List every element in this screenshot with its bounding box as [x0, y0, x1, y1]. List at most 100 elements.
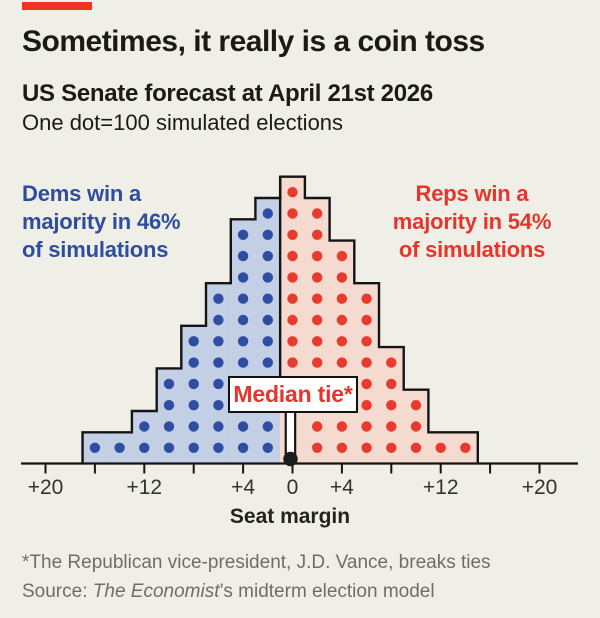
dem-simulation-dot: [188, 421, 199, 432]
rep-simulation-dot: [336, 250, 348, 262]
rep-simulation-dot: [361, 400, 372, 411]
dem-simulation-dot: [213, 378, 224, 390]
dem-simulation-dot: [262, 293, 273, 304]
dem-simulation-dot: [237, 421, 249, 432]
rep-simulation-dot: [336, 421, 348, 432]
rep-column-fill: [304, 198, 330, 463]
rep-simulation-dot: [287, 272, 298, 283]
dem-simulation-dot: [237, 272, 249, 283]
dem-simulation-dot: [213, 293, 224, 304]
dem-simulation-dot: [163, 378, 175, 390]
axis-tick-label: +20: [522, 476, 558, 499]
rep-simulation-dot: [386, 442, 397, 453]
dem-simulation-dot: [188, 378, 199, 390]
dem-simulation-dot: [188, 400, 199, 411]
axis-tick-label: +4: [330, 476, 354, 499]
reps-annotation: Reps win a majority in 54% of simulation…: [372, 180, 572, 264]
dem-simulation-dot: [262, 208, 273, 219]
rep-simulation-dot: [386, 400, 397, 411]
dem-simulation-dot: [163, 421, 175, 432]
source-line: Source: The Economist’s midterm election…: [22, 581, 582, 603]
rep-simulation-dot: [336, 442, 348, 453]
rep-simulation-dot: [312, 293, 323, 304]
dem-simulation-dot: [237, 442, 249, 453]
rep-simulation-dot: [336, 293, 348, 304]
rep-column-fill: [354, 283, 379, 463]
rep-simulation-dot: [312, 229, 323, 240]
reps-annotation-line: majority in 54%: [392, 209, 552, 234]
dem-simulation-dot: [163, 442, 175, 453]
dem-simulation-dot: [262, 421, 273, 432]
dem-simulation-dot: [262, 314, 273, 326]
dem-simulation-dot: [262, 229, 273, 240]
dem-simulation-dot: [262, 250, 273, 262]
dem-simulation-dot: [237, 250, 249, 262]
dem-simulation-dot: [139, 442, 150, 453]
rep-simulation-dot: [361, 336, 372, 347]
economist-red-tab: [22, 2, 92, 10]
rep-simulation-dot: [287, 250, 298, 262]
dem-simulation-dot: [213, 314, 224, 326]
rep-simulation-dot: [312, 442, 323, 453]
dem-simulation-dot: [213, 442, 224, 453]
rep-simulation-dot: [410, 400, 422, 411]
rep-simulation-dot: [312, 208, 323, 219]
footnote: *The Republican vice-president, J.D. Van…: [22, 552, 491, 573]
dem-column-fill: [131, 411, 157, 463]
dems-annotation-line: Dems win a: [22, 181, 142, 206]
rep-simulation-dot: [312, 272, 323, 283]
chart-subtitle: US Senate forecast at April 21st 2026: [22, 80, 433, 107]
rep-simulation-dot: [361, 421, 372, 432]
dem-simulation-dot: [163, 400, 175, 411]
source-suffix: ’s midterm election model: [219, 581, 435, 602]
dems-annotation: Dems win a majority in 46% of simulation…: [22, 180, 222, 264]
rep-simulation-dot: [336, 336, 348, 347]
rep-simulation-dot: [287, 187, 298, 198]
dem-column-fill: [181, 325, 207, 463]
dem-simulation-dot: [262, 272, 273, 283]
rep-simulation-dot: [312, 357, 323, 368]
dem-simulation-dot: [213, 421, 224, 432]
dem-simulation-dot: [188, 357, 199, 368]
dem-simulation-dot: [262, 357, 273, 368]
source-publication: The Economist: [92, 581, 220, 602]
rep-simulation-dot: [460, 442, 471, 453]
rep-simulation-dot: [361, 442, 372, 453]
rep-simulation-dot: [361, 378, 372, 390]
dem-simulation-dot: [237, 357, 249, 368]
rep-simulation-dot: [312, 314, 323, 326]
rep-simulation-dot: [336, 314, 348, 326]
rep-simulation-dot: [287, 357, 298, 368]
rep-simulation-dot: [361, 314, 372, 326]
x-axis: +20 +12 +4 0 +4 +12 +20: [21, 462, 578, 499]
rep-simulation-dot: [435, 442, 446, 453]
rep-simulation-dot: [410, 442, 422, 453]
axis-tick-label: +12: [126, 476, 162, 499]
dem-simulation-dot: [188, 336, 199, 347]
dem-simulation-dot: [114, 442, 125, 453]
reps-annotation-line: of simulations: [398, 237, 546, 262]
dems-annotation-line: of simulations: [22, 237, 169, 262]
dem-simulation-dot: [237, 293, 249, 304]
histogram-dots: [89, 187, 471, 453]
axis-tick-label: +12: [423, 476, 459, 499]
rep-simulation-dot: [410, 421, 422, 432]
dem-simulation-dot: [237, 314, 249, 326]
dem-simulation-dot: [213, 336, 224, 347]
rep-simulation-dot: [287, 229, 298, 240]
rep-simulation-dot: [287, 336, 298, 347]
rep-simulation-dot: [386, 357, 397, 368]
reps-annotation-line: Reps win a: [415, 181, 529, 206]
dem-column-fill: [206, 283, 231, 463]
dems-annotation-line: majority in 46%: [22, 209, 181, 234]
median-pointer-stem: [284, 406, 297, 461]
dem-simulation-dot: [188, 442, 199, 453]
chart-unit-note: One dot=100 simulated elections: [22, 110, 344, 135]
median-tie-callout: Median tie*: [228, 376, 358, 413]
dem-simulation-dot: [89, 442, 101, 453]
dem-simulation-dot: [213, 357, 224, 368]
dem-simulation-dot: [262, 336, 273, 347]
dem-simulation-dot: [213, 400, 224, 411]
